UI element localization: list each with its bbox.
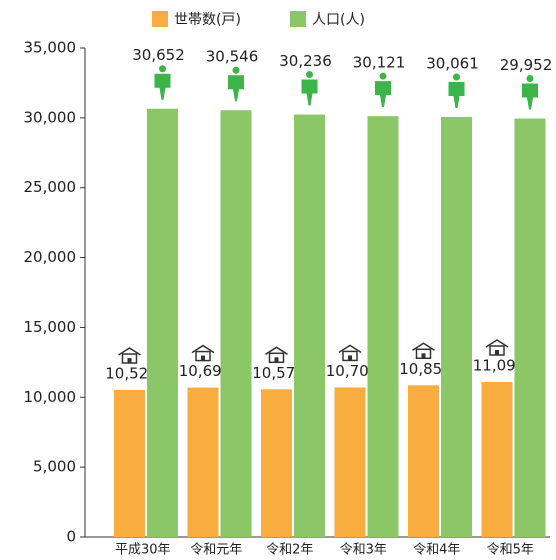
value-label: 30,236: [279, 52, 332, 70]
bar: [220, 110, 252, 537]
person-body: [448, 82, 465, 109]
legend-swatch: [290, 11, 306, 27]
bar: [261, 389, 292, 537]
value-label: 30,652: [132, 46, 185, 64]
house-roof: [338, 344, 362, 354]
x-tick-label: 平成30年: [115, 543, 171, 558]
house-roof: [191, 344, 215, 354]
person-icon: [522, 75, 538, 110]
person-body: [301, 79, 318, 106]
x-tick-label: 令和5年: [487, 543, 534, 558]
value-label: 30,546: [206, 48, 259, 66]
legend-label: 世帯数(戸): [174, 12, 241, 28]
house-door: [274, 357, 279, 363]
person-head: [306, 71, 313, 79]
bar: [367, 116, 399, 538]
y-tick-label: 20,000: [24, 248, 77, 266]
y-tick-label: 15,000: [24, 318, 77, 336]
bar: [408, 385, 439, 537]
bar: [187, 387, 219, 537]
house-icon: [265, 346, 288, 364]
person-body: [375, 81, 391, 108]
legend-swatch: [152, 11, 168, 27]
y-tick-label: 5,000: [33, 458, 76, 476]
value-label: 29,952: [500, 56, 553, 74]
house-roof: [485, 339, 509, 348]
house-icon: [412, 342, 435, 360]
bar: [441, 117, 472, 537]
bar: [334, 387, 366, 537]
house-door: [127, 358, 132, 364]
y-tick-label: 30,000: [24, 108, 77, 126]
value-label: 30,061: [426, 55, 479, 73]
person-icon: [375, 72, 391, 108]
person-icon: [448, 73, 465, 109]
house-door: [348, 355, 352, 361]
value-label: 10,706: [326, 362, 379, 380]
person-icon: [154, 65, 171, 100]
house-roof: [265, 346, 288, 355]
value-label: 10,571: [252, 364, 305, 382]
person-body: [228, 75, 244, 102]
y-tick-label: 10,000: [24, 388, 77, 406]
person-icon: [301, 71, 318, 106]
house-door: [201, 355, 205, 361]
house-icon: [118, 347, 141, 364]
bar: [514, 118, 546, 537]
bar: [147, 108, 178, 537]
house-door: [495, 350, 499, 356]
value-label: 30,121: [353, 54, 406, 72]
x-tick-label: 令和4年: [413, 543, 460, 558]
house-icon: [338, 344, 362, 362]
x-tick-label: 令和3年: [340, 543, 387, 558]
person-body: [522, 83, 538, 110]
house-door: [421, 353, 426, 359]
person-head: [453, 73, 460, 81]
house-icon: [191, 344, 215, 362]
y-tick-label: 35,000: [24, 39, 77, 57]
x-tick-label: 令和元年: [190, 543, 242, 558]
value-label: 11,094: [473, 357, 526, 375]
bar: [114, 390, 145, 537]
person-head: [159, 65, 166, 73]
person-head: [232, 66, 240, 74]
y-tick-label: 25,000: [24, 178, 77, 196]
person-icon: [228, 66, 244, 102]
value-label: 10,695: [179, 362, 232, 380]
bar: [294, 114, 325, 538]
house-icon: [485, 339, 509, 356]
legend-label: 人口(人): [312, 12, 365, 28]
house-roof: [118, 347, 141, 356]
x-tick-label: 令和2年: [266, 543, 313, 558]
house-roof: [412, 342, 435, 351]
person-body: [154, 73, 171, 100]
person-head: [379, 72, 387, 80]
value-label: 10,859: [399, 360, 452, 378]
value-label: 10,520: [105, 365, 158, 383]
person-head: [526, 75, 534, 83]
y-tick-label: 0: [66, 528, 76, 546]
bar: [481, 382, 513, 537]
